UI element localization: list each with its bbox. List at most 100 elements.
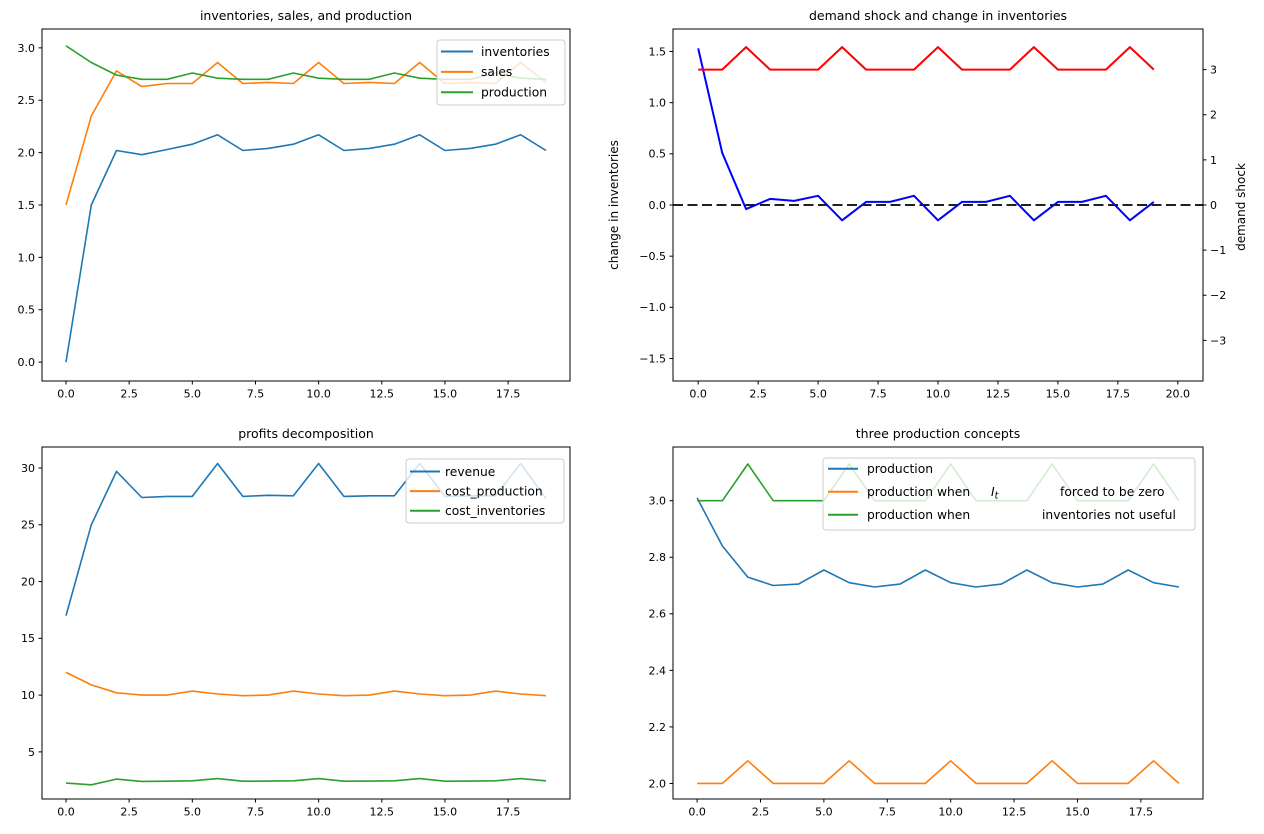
y-tick-label: 30	[21, 462, 35, 475]
y-tick-label: 2.5	[18, 94, 36, 107]
series-line-demand-shock	[698, 46, 1155, 71]
x-tick-label: 0.0	[57, 806, 75, 819]
x-tick-label: 5.0	[184, 388, 202, 401]
y-tick-label: 2.4	[649, 664, 667, 677]
legend-label: sales	[481, 65, 512, 79]
y-tick-label: 1.0	[649, 97, 667, 110]
x-tick-label: 7.5	[247, 806, 265, 819]
x-tick-label: 0.0	[688, 806, 706, 819]
x-tick-label: 0.0	[689, 388, 707, 401]
right-y-tick-label: −3	[1210, 334, 1226, 347]
x-tick-label: 17.5	[496, 806, 521, 819]
chart-3: 0.0 2.5 5.0 7.5 10.0 12.5 15.0 17.5 2.0 2.2 2.4 2.6…	[649, 426, 1204, 819]
x-tick-label: 5.0	[815, 806, 833, 819]
axes-frame	[41, 446, 571, 800]
x-tick-label: 17.5	[496, 388, 521, 401]
chart-0: 0.0 2.5 5.0 7.5 10.0 12.5 15.0 17.5 0.0 0.5 1.0 1.5…	[18, 8, 571, 401]
x-tick-label: 0.0	[57, 388, 75, 401]
x-tick-label: 7.5	[879, 806, 897, 819]
y-tick-label: 2.0	[18, 147, 36, 160]
legend-label: forced to be zero	[1060, 485, 1165, 499]
series-line-production-when-i-t-forced-to-be-zero	[697, 759, 1180, 785]
legend-label: production	[481, 86, 547, 100]
x-tick-label: 2.5	[120, 806, 138, 819]
legend-box	[822, 457, 1196, 531]
chart-title: inventories, sales, and production	[200, 8, 412, 23]
left-axis-label: change in inventories	[607, 140, 621, 270]
chart-2: 0.0 2.5 5.0 7.5 10.0 12.5 15.0 17.5 5 10 15 20 25 30 p…	[21, 426, 571, 819]
chart-title: demand shock and change in inventories	[809, 8, 1067, 23]
y-tick-label: 1.5	[18, 199, 36, 212]
y-tick-label: 2.6	[649, 608, 667, 621]
right-y-tick-label: 2	[1210, 109, 1217, 122]
x-tick-label: 17.5	[1106, 388, 1131, 401]
x-tick-label: 10.0	[926, 388, 951, 401]
x-tick-label: 12.5	[370, 388, 395, 401]
x-tick-label: 12.5	[986, 388, 1011, 401]
legend-label: inventories not useful	[1042, 508, 1176, 522]
legend-label: production when	[867, 485, 970, 499]
x-tick-label: 10.0	[306, 388, 331, 401]
legend-label: production when	[867, 508, 970, 522]
series-line-inventories	[65, 134, 547, 363]
legend-box	[436, 39, 566, 106]
y-tick-label: 0.5	[18, 304, 36, 317]
x-tick-label: 15.0	[1065, 806, 1090, 819]
y-tick-label: 0.0	[18, 356, 36, 369]
series-line-change-in-inventories	[697, 48, 1155, 222]
x-tick-label: 7.5	[869, 388, 887, 401]
legend-label: revenue	[445, 465, 495, 479]
y-tick-label: 3.0	[649, 495, 667, 508]
right-y-tick-label: −1	[1210, 244, 1226, 257]
y-tick-label: 15	[21, 632, 35, 645]
y-tick-label: 2.2	[649, 721, 667, 734]
x-tick-label: 12.5	[1002, 806, 1027, 819]
x-tick-label: 2.5	[752, 806, 770, 819]
x-tick-label: 12.5	[370, 806, 395, 819]
chart-title: profits decomposition	[238, 426, 374, 441]
x-tick-label: 2.5	[749, 388, 767, 401]
y-tick-label: −0.5	[639, 250, 666, 263]
axes-frame	[672, 446, 1204, 800]
x-tick-label: 15.0	[433, 388, 458, 401]
x-tick-label: 5.0	[184, 806, 202, 819]
x-tick-label: 5.0	[809, 388, 827, 401]
right-y-tick-label: 0	[1210, 199, 1217, 212]
chart-1: 0.0 2.5 5.0 7.5 10.0 12.5 15.0 17.5 20.0−1.5−1.0…	[607, 8, 1248, 401]
legend: inventories sales production	[436, 39, 566, 106]
right-y-tick-label: 1	[1210, 154, 1217, 167]
y-tick-label: −1.0	[639, 301, 666, 314]
x-tick-label: 10.0	[306, 806, 331, 819]
series-line-production	[696, 497, 1180, 588]
legend-label: It	[991, 485, 1000, 502]
x-tick-label: 10.0	[938, 806, 963, 819]
legend-label: cost_production	[445, 484, 543, 498]
legend-box	[405, 458, 565, 524]
y-tick-label: 2.8	[649, 551, 667, 564]
legend: revenue cost_production cost_inventories	[405, 458, 565, 524]
legend-label: inventories	[481, 45, 550, 59]
legend-label: production	[867, 462, 933, 476]
x-tick-label: 20.0	[1166, 388, 1191, 401]
y-tick-label: 1.0	[18, 251, 36, 264]
x-tick-label: 15.0	[1046, 388, 1071, 401]
chart-title: three production concepts	[856, 426, 1021, 441]
y-tick-label: 10	[21, 689, 35, 702]
y-tick-label: 3.0	[18, 42, 36, 55]
right-axis-label: demand shock	[1234, 163, 1248, 251]
y-tick-label: 25	[21, 519, 35, 532]
x-tick-label: 2.5	[120, 388, 138, 401]
x-tick-label: 17.5	[1129, 806, 1154, 819]
y-tick-label: 5	[28, 746, 35, 759]
legend: production production when It forced to be …	[822, 457, 1196, 531]
legend-label: cost_inventories	[445, 504, 545, 518]
y-tick-label: −1.5	[639, 352, 666, 365]
y-tick-label: 2.0	[649, 777, 667, 790]
right-y-tick-label: 3	[1210, 64, 1217, 77]
y-tick-label: 1.5	[649, 45, 667, 58]
right-y-tick-label: −2	[1210, 289, 1226, 302]
y-tick-label: 0.0	[649, 199, 667, 212]
y-tick-label: 20	[21, 575, 35, 588]
